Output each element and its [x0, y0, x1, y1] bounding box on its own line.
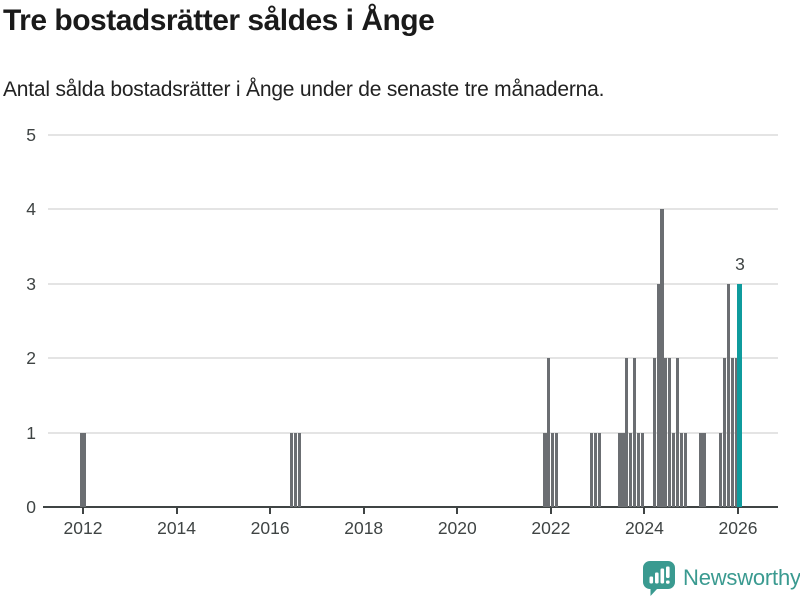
x-axis-tick-label: 2024 — [624, 518, 664, 538]
newsworthy-icon — [643, 561, 675, 596]
x-axis-tick — [362, 508, 365, 514]
bar — [722, 358, 726, 507]
bar — [718, 432, 722, 507]
y-axis-tick-label: 3 — [26, 273, 36, 294]
highlight-bar — [737, 283, 743, 507]
chart-subtitle: Antal sålda bostadsrätter i Ånge under d… — [3, 78, 605, 101]
y-gridline — [48, 357, 778, 360]
bar — [699, 432, 703, 507]
x-axis-tick — [643, 508, 646, 514]
bar — [293, 432, 298, 507]
bar — [79, 432, 83, 507]
x-axis-tick-label: 2022 — [531, 518, 571, 538]
x-axis-tick-label: 2012 — [63, 518, 103, 538]
bar — [594, 432, 598, 507]
x-axis-tick — [269, 508, 272, 514]
x-axis-tick — [549, 508, 552, 514]
bar — [664, 358, 668, 507]
y-gridline — [48, 431, 778, 434]
latest-value-label: 3 — [735, 253, 745, 274]
bar — [297, 432, 301, 507]
bar — [656, 283, 660, 507]
y-gridline — [48, 208, 778, 211]
bar — [660, 209, 664, 507]
y-axis-tick-label: 0 — [26, 497, 36, 517]
bar — [83, 432, 87, 507]
bar — [672, 432, 676, 507]
x-axis-tick — [175, 508, 178, 514]
newsworthy-logo: Newsworthy — [642, 559, 800, 597]
bar — [633, 358, 637, 507]
bar — [676, 358, 680, 507]
y-gridline — [48, 282, 778, 285]
y-axis-tick-label: 4 — [26, 199, 36, 220]
bar — [598, 432, 602, 507]
x-axis-tick-label: 2014 — [157, 518, 197, 538]
bar — [683, 432, 687, 507]
x-axis-tick-label: 2026 — [718, 518, 758, 538]
bar — [555, 432, 559, 507]
y-gridline — [48, 134, 778, 136]
bar — [730, 358, 734, 507]
bar — [637, 432, 641, 507]
x-axis-tick — [737, 508, 739, 514]
y-axis-tick-label: 1 — [26, 422, 36, 443]
bar — [668, 358, 672, 507]
bar — [629, 432, 633, 507]
bar — [625, 358, 629, 507]
x-axis-tick-label: 2018 — [344, 518, 384, 538]
x-axis-tick — [456, 508, 459, 514]
bar — [621, 432, 625, 507]
bar — [290, 432, 294, 507]
chart-title: Tre bostadsrätter såldes i Ånge — [3, 4, 435, 37]
x-axis-tick-label: 2020 — [437, 518, 477, 538]
bar — [703, 432, 707, 507]
bar — [652, 358, 656, 507]
bar — [679, 432, 683, 507]
x-axis-line — [43, 505, 778, 508]
y-axis-tick-label: 5 — [26, 125, 36, 145]
x-axis-tick-label: 2016 — [250, 518, 290, 538]
bar — [547, 358, 551, 507]
bar — [734, 358, 738, 507]
bar — [590, 432, 594, 507]
newsworthy-wordmark: Newsworthy — [683, 565, 800, 590]
bar — [551, 432, 555, 507]
x-axis-tick — [82, 508, 84, 514]
bar — [543, 432, 547, 507]
bar — [617, 432, 621, 507]
bar — [726, 283, 730, 507]
y-axis-tick-label: 2 — [26, 348, 36, 369]
bar — [640, 432, 645, 507]
